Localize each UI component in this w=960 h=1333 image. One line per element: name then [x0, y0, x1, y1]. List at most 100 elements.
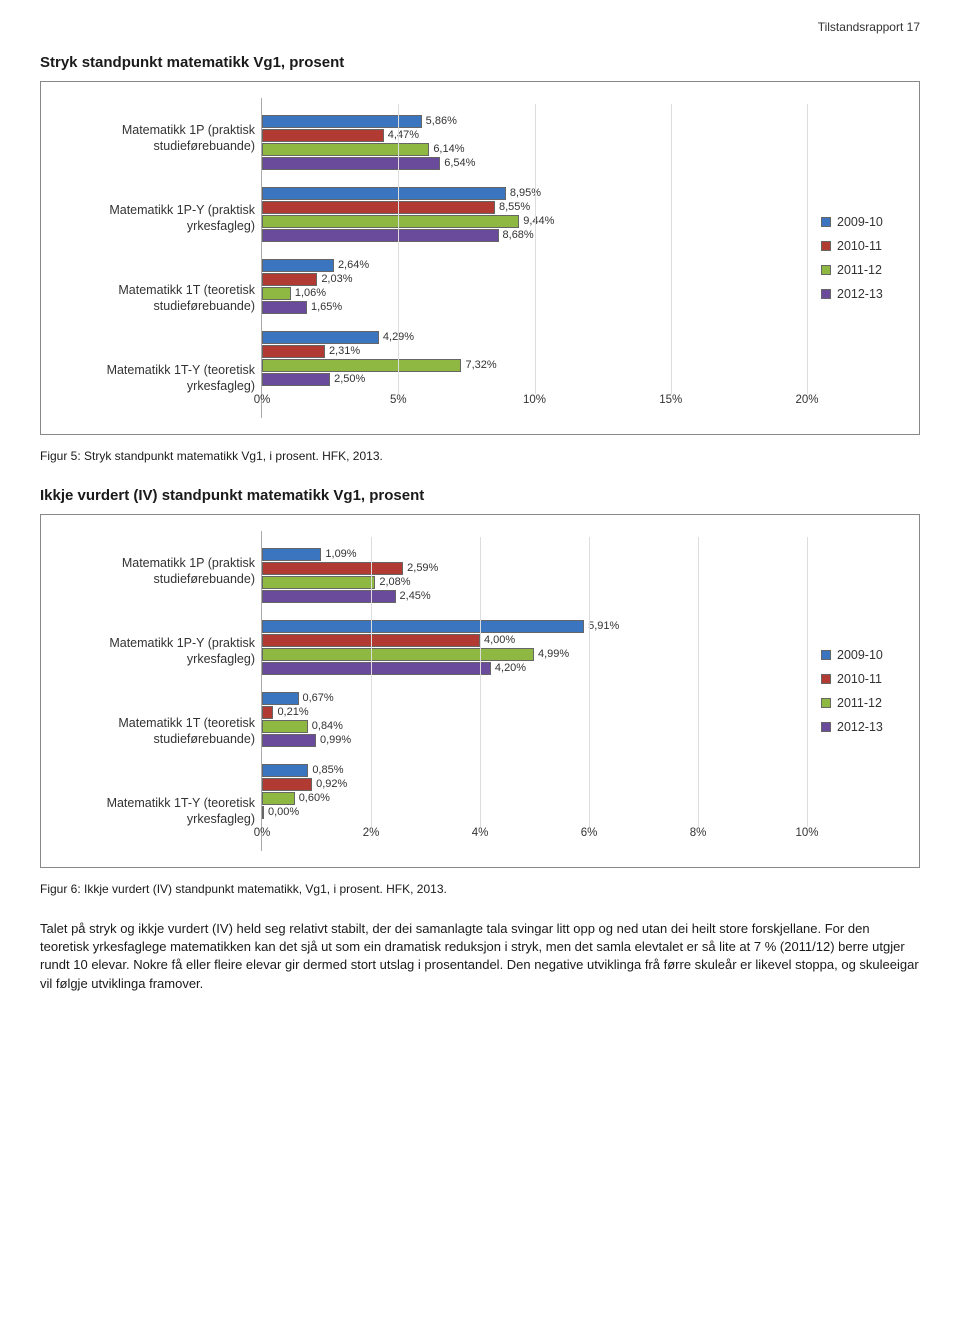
bar — [262, 301, 307, 314]
bar — [262, 734, 316, 747]
bar — [262, 806, 264, 819]
bar-row: 2,45% — [262, 590, 807, 603]
category-label: Matematikk 1P (praktisk studieførebuande… — [41, 122, 255, 155]
bar — [262, 359, 461, 372]
legend-swatch — [821, 674, 831, 684]
bar — [262, 548, 321, 561]
category-label: Matematikk 1T-Y (teoretisk yrkesfagleg) — [41, 795, 255, 828]
bar-value-label: 2,03% — [321, 273, 352, 285]
x-tick-label: 2% — [363, 827, 380, 839]
legend-item: 2011-12 — [821, 696, 907, 710]
legend-label: 2012-13 — [837, 287, 883, 301]
gridline — [671, 104, 672, 394]
x-tick-label: 6% — [581, 827, 598, 839]
chart2-title: Ikkje vurdert (IV) standpunkt matematikk… — [40, 487, 920, 504]
bar — [262, 620, 584, 633]
bar — [262, 129, 384, 142]
bar-value-label: 2,50% — [334, 373, 365, 385]
legend-swatch — [821, 265, 831, 275]
x-tick-label: 4% — [472, 827, 489, 839]
bar-value-label: 0,84% — [312, 720, 343, 732]
legend-swatch — [821, 650, 831, 660]
legend-label: 2010-11 — [837, 239, 882, 253]
bar-row: 0,85% — [262, 764, 807, 777]
category-label: Matematikk 1P (praktisk studieførebuande… — [41, 555, 255, 588]
bar-value-label: 0,99% — [320, 734, 351, 746]
body-paragraph: Talet på stryk og ikkje vurdert (IV) hel… — [40, 920, 920, 993]
bar — [262, 590, 396, 603]
bar-row: 2,59% — [262, 562, 807, 575]
bar — [262, 259, 334, 272]
bar-value-label: 1,09% — [325, 548, 356, 560]
x-tick-label: 0% — [254, 394, 271, 406]
bar — [262, 273, 317, 286]
bar-value-label: 9,44% — [523, 215, 554, 227]
bar-value-label: 2,64% — [338, 259, 369, 271]
x-tick-label: 5% — [390, 394, 407, 406]
bar-row: 2,08% — [262, 576, 807, 589]
legend-item: 2009-10 — [821, 648, 907, 662]
legend-swatch — [821, 698, 831, 708]
legend-swatch — [821, 722, 831, 732]
bar-value-label: 4,20% — [495, 662, 526, 674]
bar-row: 0,00% — [262, 806, 807, 819]
bar — [262, 720, 308, 733]
bar-row: 0,84% — [262, 720, 807, 733]
bar — [262, 764, 308, 777]
legend-label: 2010-11 — [837, 672, 882, 686]
bar-row: 4,00% — [262, 634, 807, 647]
bar — [262, 331, 379, 344]
page-header: Tilstandsrapport 17 — [40, 20, 920, 34]
legend-item: 2012-13 — [821, 287, 907, 301]
legend-item: 2010-11 — [821, 672, 907, 686]
legend-item: 2009-10 — [821, 215, 907, 229]
x-tick-label: 8% — [690, 827, 707, 839]
legend-label: 2009-10 — [837, 648, 883, 662]
chart1-container: Matematikk 1P (praktisk studieførebuande… — [40, 81, 920, 435]
bar-group: 5,91%4,00%4,99%4,20% — [262, 614, 807, 681]
bar-row: 0,60% — [262, 792, 807, 805]
bar-value-label: 8,68% — [503, 229, 534, 241]
bar — [262, 648, 534, 661]
legend-swatch — [821, 289, 831, 299]
bar — [262, 778, 312, 791]
category-label: Matematikk 1T (teoretisk studieførebuand… — [41, 715, 255, 748]
bar — [262, 157, 440, 170]
chart2-container: Matematikk 1P (praktisk studieførebuande… — [40, 514, 920, 868]
bar-value-label: 5,91% — [588, 620, 619, 632]
bar — [262, 345, 325, 358]
bar-value-label: 0,85% — [312, 764, 343, 776]
bar-row: 0,67% — [262, 692, 807, 705]
legend-label: 2011-12 — [837, 696, 882, 710]
gridline — [698, 537, 699, 827]
bar — [262, 706, 273, 719]
bar — [262, 215, 519, 228]
bar-row: 0,92% — [262, 778, 807, 791]
bar-row: 0,99% — [262, 734, 807, 747]
x-tick-label: 20% — [795, 394, 818, 406]
bar-group: 1,09% 2,59%2,08%2,45% — [262, 542, 807, 609]
legend-label: 2012-13 — [837, 720, 883, 734]
gridline — [807, 104, 808, 394]
x-tick-label: 10% — [795, 827, 818, 839]
bar-group: 0,85% 0,92%0,60%0,00% — [262, 758, 807, 825]
bar-value-label: 8,95% — [510, 187, 541, 199]
bar-value-label: 2,31% — [329, 345, 360, 357]
gridline — [480, 537, 481, 827]
gridline — [589, 537, 590, 827]
bar-value-label: 0,21% — [277, 706, 308, 718]
bar-row: 0,21% — [262, 706, 807, 719]
gridline — [807, 537, 808, 827]
bar — [262, 287, 291, 300]
bar-value-label: 0,67% — [303, 692, 334, 704]
bar-value-label: 5,86% — [426, 115, 457, 127]
x-tick-label: 0% — [254, 827, 271, 839]
bar-value-label: 2,45% — [400, 590, 431, 602]
bar-value-label: 1,06% — [295, 287, 326, 299]
category-label: Matematikk 1T (teoretisk studieførebuand… — [41, 282, 255, 315]
legend-swatch — [821, 217, 831, 227]
bar-value-label: 6,54% — [444, 157, 475, 169]
chart1-title: Stryk standpunkt matematikk Vg1, prosent — [40, 54, 920, 71]
bar — [262, 576, 375, 589]
bar-row: 4,20% — [262, 662, 807, 675]
